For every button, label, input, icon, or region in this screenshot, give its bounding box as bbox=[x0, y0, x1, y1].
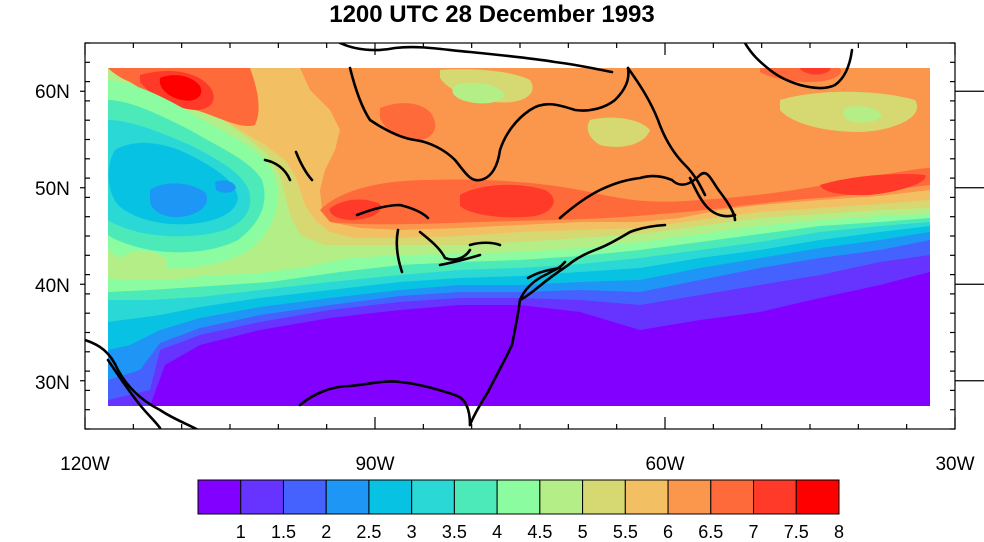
colorbar-swatch bbox=[368, 479, 413, 515]
lat-label-30n: 30N bbox=[35, 373, 70, 394]
lon-label-120w: 120W bbox=[60, 454, 110, 475]
coast-vancouver bbox=[263, 150, 314, 182]
axis-ticks bbox=[80, 42, 984, 430]
map-title: 1200 UTC 28 December 1993 bbox=[329, 1, 655, 28]
coast-labrador bbox=[626, 66, 707, 197]
band-7-c bbox=[380, 103, 436, 141]
coastlines bbox=[85, 43, 854, 429]
colorbar-label: 7.5 bbox=[784, 522, 809, 542]
colorbar-label: 2.5 bbox=[356, 522, 381, 542]
colorbar-swatch bbox=[582, 479, 626, 515]
coast-gulf-us bbox=[298, 380, 472, 427]
band-5-d bbox=[120, 250, 168, 277]
colorbar-swatch bbox=[667, 479, 712, 515]
lon-label-30w: 30W bbox=[935, 454, 974, 475]
coast-lake-michigan bbox=[395, 228, 404, 274]
colorbar-label: 7 bbox=[749, 522, 759, 542]
coast-baja bbox=[106, 358, 162, 429]
band-7-5-b bbox=[329, 199, 381, 220]
coast-maritimes bbox=[558, 171, 737, 222]
band-7-5-c bbox=[820, 174, 926, 196]
coast-lake-ontario bbox=[468, 241, 502, 247]
colorbar-label: 8 bbox=[834, 522, 844, 542]
colorbar-swatch bbox=[282, 479, 327, 515]
colorbar-label: 6.5 bbox=[698, 522, 723, 542]
band-2-5-c bbox=[215, 180, 236, 193]
band-2-5-b bbox=[150, 183, 208, 218]
coast-pacific-mexico bbox=[85, 338, 199, 429]
colorbar-swatch bbox=[411, 479, 455, 515]
latitude-labels: 60N 50N 40N 30N bbox=[35, 82, 70, 394]
colorbar-swatch bbox=[240, 479, 284, 515]
colorbar-label: 3 bbox=[407, 522, 417, 542]
lat-label-60n: 60N bbox=[35, 82, 70, 103]
coast-hudson-bay bbox=[348, 66, 630, 182]
colorbar-label: 1 bbox=[236, 522, 246, 542]
band-5-b bbox=[452, 82, 505, 104]
coast-florida bbox=[468, 260, 567, 427]
colorbar-label: 5 bbox=[578, 522, 588, 542]
band-7-5-e bbox=[800, 68, 831, 75]
lon-label-90w: 90W bbox=[355, 454, 394, 475]
band-5-5-d bbox=[587, 117, 650, 147]
coast-newfoundland bbox=[688, 176, 737, 218]
colorbar-swatch bbox=[624, 479, 669, 515]
coast-lake-superior bbox=[355, 203, 430, 220]
colorbar-label: 4.5 bbox=[527, 522, 552, 542]
lat-label-40n: 40N bbox=[35, 276, 70, 297]
coast-arctic-islands bbox=[338, 43, 614, 74]
contour-field bbox=[108, 68, 930, 406]
longitude-labels: 120W 90W 60W 30W bbox=[60, 454, 974, 475]
colorbar-label: 5.5 bbox=[613, 522, 638, 542]
colorbar-swatch bbox=[197, 479, 242, 515]
colorbar-swatch bbox=[710, 479, 755, 515]
band-5-c bbox=[843, 106, 882, 123]
band-7-5 bbox=[460, 184, 554, 218]
colorbar-label: 3.5 bbox=[442, 522, 467, 542]
colorbar-labels: 1 1.5 2 2.5 3 3.5 4 4.5 5 5.5 6 6.5 7 7.5 8 bbox=[236, 522, 844, 542]
colorbar-label: 4 bbox=[492, 522, 502, 542]
coast-long-island bbox=[526, 266, 562, 280]
colorbar-swatch bbox=[453, 479, 498, 515]
colorbar-label: 6 bbox=[663, 522, 673, 542]
colorbar-swatch bbox=[496, 479, 541, 515]
colorbar-swatch bbox=[753, 479, 797, 515]
colorbar bbox=[197, 479, 840, 515]
coast-greenland bbox=[743, 43, 854, 90]
lon-label-60w: 60W bbox=[645, 454, 684, 475]
lat-label-50n: 50N bbox=[35, 179, 70, 200]
coast-northeast bbox=[518, 223, 667, 302]
colorbar-swatch bbox=[539, 479, 584, 515]
colorbar-swatch bbox=[325, 479, 370, 515]
colorbar-label: 1.5 bbox=[271, 522, 296, 542]
colorbar-swatch bbox=[795, 479, 840, 515]
band-8 bbox=[159, 75, 202, 101]
coast-lake-huron bbox=[418, 230, 472, 261]
coast-lake-erie bbox=[438, 253, 482, 267]
colorbar-label: 2 bbox=[321, 522, 331, 542]
